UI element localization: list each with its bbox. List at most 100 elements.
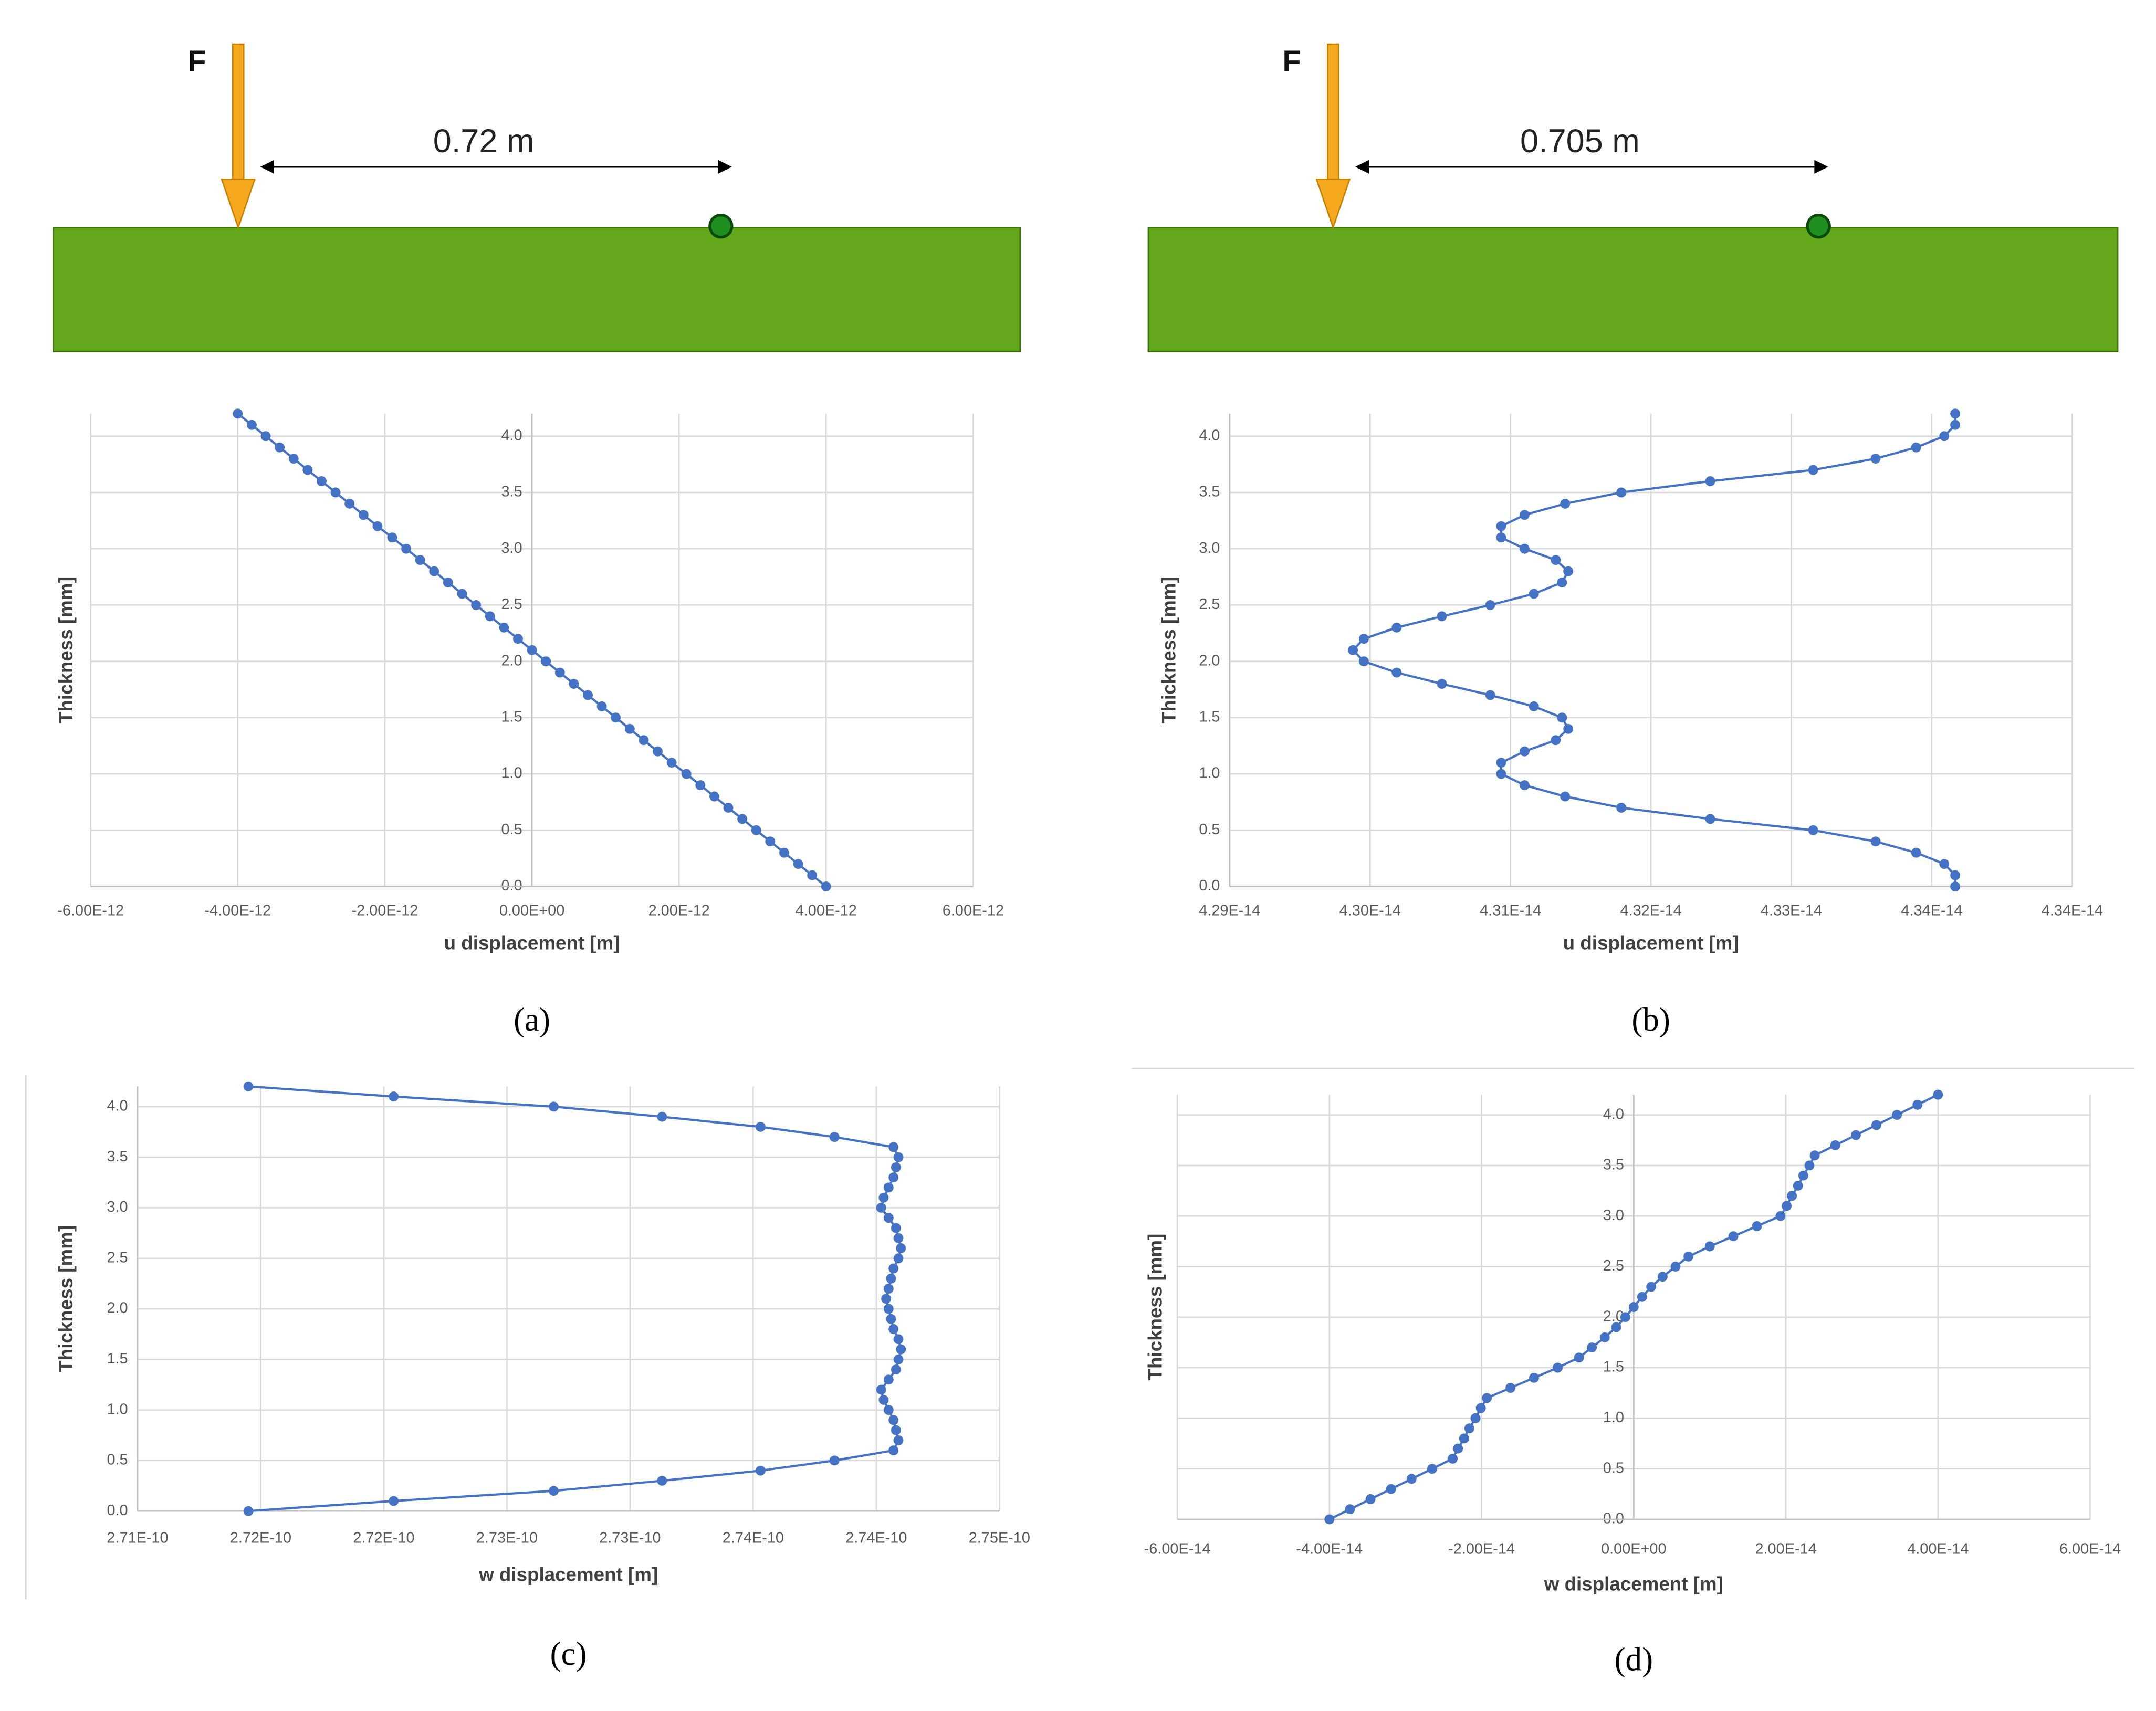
data-point: [1560, 498, 1571, 509]
data-point: [1496, 521, 1506, 531]
data-point: [1775, 1211, 1786, 1221]
data-point: [723, 803, 734, 813]
data-point: [415, 555, 425, 565]
data-point: [1870, 454, 1881, 464]
data-point: [755, 1465, 766, 1476]
data-point: [883, 1213, 894, 1223]
load-diagram: F 0.705 m: [1147, 43, 2119, 352]
y-tick-label: 3.5: [107, 1148, 128, 1165]
x-axis-title: w displacement [m]: [478, 1563, 658, 1585]
data-point: [611, 712, 621, 723]
x-tick-label: 4.00E-12: [796, 902, 857, 919]
data-point: [876, 1203, 886, 1213]
data-point: [829, 1455, 840, 1466]
data-point: [1793, 1180, 1803, 1191]
data-point: [1563, 566, 1574, 576]
data-point: [499, 622, 509, 633]
y-tick-label: 3.0: [501, 540, 522, 557]
data-point: [1705, 814, 1715, 824]
data-point: [583, 690, 593, 700]
dimension-arrow: [718, 160, 732, 174]
measurement-point: [708, 214, 734, 239]
data-point: [1620, 1312, 1630, 1322]
x-tick-label: 4.31E-14: [1480, 902, 1541, 919]
data-point: [1616, 487, 1627, 498]
data-point: [401, 543, 412, 554]
data-point: [1752, 1221, 1762, 1231]
data-point: [1520, 780, 1530, 791]
data-point: [358, 510, 369, 520]
force-arrow-head: [1315, 179, 1351, 230]
data-point: [878, 1394, 889, 1405]
force-arrow-shaft: [1327, 43, 1339, 183]
y-tick-label: 1.5: [1603, 1359, 1624, 1376]
data-point: [1939, 859, 1950, 869]
y-tick-label: 4.0: [501, 427, 522, 444]
data-point: [1611, 1322, 1621, 1332]
data-point: [1870, 836, 1881, 847]
data-point: [1670, 1262, 1681, 1272]
y-tick-label: 1.5: [1199, 709, 1220, 726]
data-point: [657, 1111, 667, 1122]
data-point: [541, 656, 551, 667]
data-point: [1520, 510, 1530, 520]
data-point: [1646, 1282, 1657, 1292]
y-tick-label: 2.5: [107, 1249, 128, 1266]
data-point: [896, 1243, 906, 1253]
data-point: [1933, 1089, 1943, 1100]
data-point: [1470, 1413, 1481, 1423]
x-tick-label: -4.00E-14: [1296, 1540, 1363, 1557]
data-point: [457, 589, 467, 599]
data-point: [891, 1223, 901, 1233]
data-point: [1529, 589, 1539, 599]
data-point: [888, 1445, 899, 1456]
data-point: [1505, 1383, 1516, 1393]
data-point: [1345, 1504, 1355, 1515]
y-tick-label: 3.0: [1199, 540, 1220, 557]
y-tick-label: 3.5: [501, 484, 522, 500]
y-tick-label: 0.5: [1199, 821, 1220, 838]
data-point: [1459, 1433, 1469, 1444]
y-tick-label: 4.0: [107, 1098, 128, 1115]
data-point: [1551, 555, 1561, 565]
data-point: [1552, 1362, 1563, 1373]
data-point: [275, 442, 285, 453]
x-tick-label: -6.00E-14: [1144, 1540, 1211, 1557]
data-point: [893, 1354, 904, 1364]
data-point: [893, 1334, 904, 1345]
x-tick-label: 6.00E-12: [943, 902, 1004, 919]
data-point: [1911, 847, 1921, 858]
x-tick-label: 4.32E-14: [1620, 902, 1682, 919]
data-point: [260, 431, 271, 442]
data-point: [1437, 679, 1447, 689]
y-tick-label: 2.5: [501, 596, 522, 613]
data-point: [471, 600, 482, 610]
y-axis-title: Thickness [mm]: [1144, 1234, 1166, 1381]
data-point: [1628, 1302, 1639, 1313]
y-tick-label: 2.0: [107, 1300, 128, 1317]
data-point: [755, 1121, 766, 1132]
data-point: [1637, 1292, 1647, 1302]
data-point: [512, 634, 523, 644]
chart: -6.00E-14 -4.00E-14 -2.00E-14 0.00E+00 2.00E…: [1144, 1089, 2121, 1678]
x-tick-label: 0.00E+00: [1601, 1540, 1666, 1557]
y-tick-label: 2.0: [1199, 652, 1220, 669]
y-tick-label: 1.0: [107, 1401, 128, 1418]
data-point: [443, 578, 453, 587]
measurement-point: [1806, 214, 1831, 239]
data-point: [549, 1101, 559, 1112]
y-tick-label: 1.5: [501, 709, 522, 726]
x-tick-label: 2.75E-10: [969, 1529, 1030, 1546]
data-point: [883, 1304, 894, 1314]
data-point: [1557, 578, 1567, 587]
y-tick-label: 2.5: [1603, 1257, 1624, 1274]
data-point: [886, 1273, 896, 1284]
dimension-arrow: [1355, 160, 1369, 174]
data-point: [1391, 622, 1402, 633]
data-point: [1950, 408, 1961, 419]
data-point: [883, 1182, 894, 1193]
chart: 2.71E-10 2.72E-10 2.72E-10 2.73E-10 2.73E-10…: [55, 1081, 1030, 1672]
data-point: [709, 791, 719, 802]
data-point: [1529, 1372, 1539, 1383]
